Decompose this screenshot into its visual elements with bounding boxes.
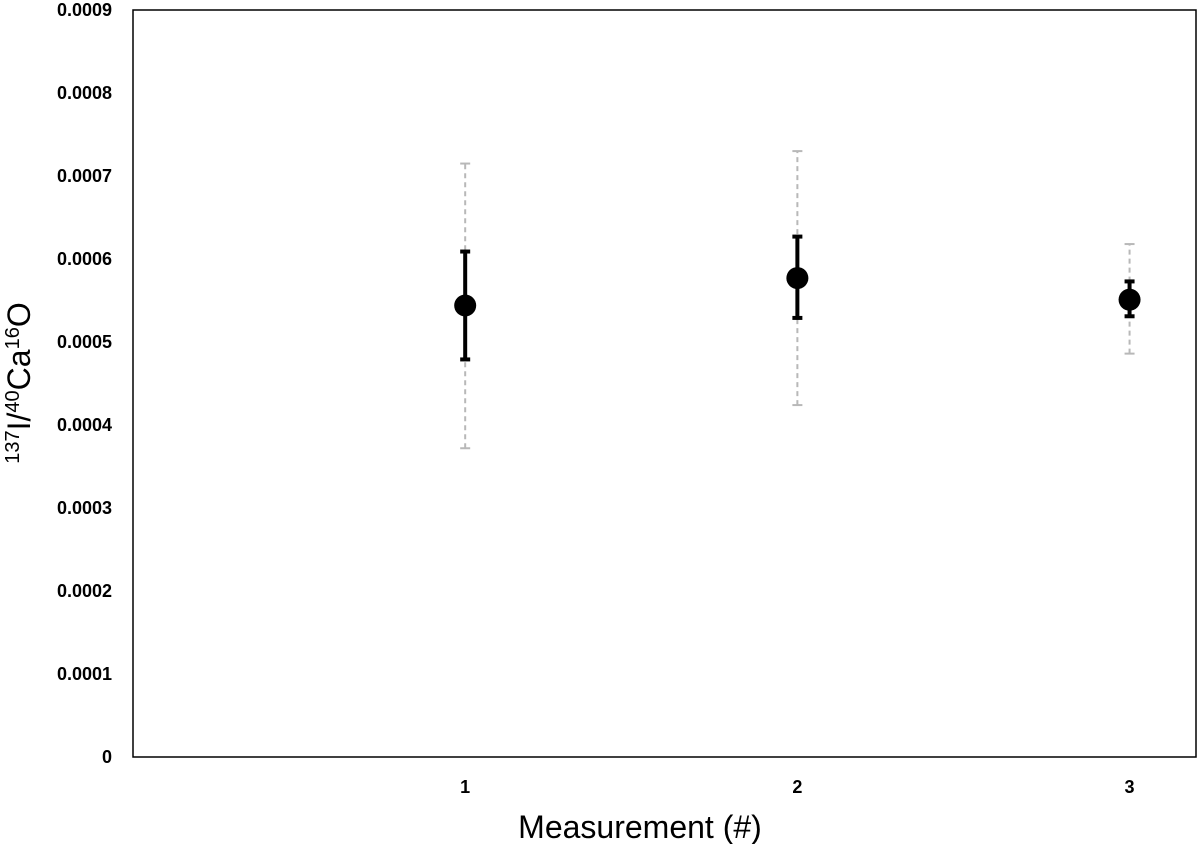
x-tick-label: 1 [460, 777, 470, 797]
y-tick-label: 0.0005 [57, 332, 112, 352]
y-tick-label: 0.0002 [57, 581, 112, 601]
outer-error-bar [460, 162, 471, 450]
y-tick-label: 0.0001 [57, 664, 112, 684]
x-axis-title: Measurement (#) [518, 809, 762, 844]
data-points [454, 267, 1141, 317]
y-axis-title: 137I/40Ca16O [1, 302, 37, 463]
y-tick-label: 0.0009 [57, 0, 112, 20]
data-point-marker [786, 267, 809, 290]
x-tick-label: 3 [1125, 777, 1135, 797]
y-tick-labels: 0 0.0001 0.0002 0.0003 0.0004 0.0005 0.0006 0.0… [57, 0, 112, 767]
x-tick-labels: 1 2 3 [460, 777, 1134, 797]
y-tick-label: 0.0004 [57, 415, 112, 435]
y-tick-label: 0 [102, 747, 112, 767]
y-tick-label: 0.0007 [57, 166, 112, 186]
y-tick-label: 0.0006 [57, 249, 112, 269]
data-point-marker [1118, 288, 1141, 311]
plot-frame [132, 9, 1197, 758]
y-tick-label: 0.0008 [57, 83, 112, 103]
x-tick-label: 2 [792, 777, 802, 797]
y-tick-label: 0.0003 [57, 498, 112, 518]
data-point-marker [454, 294, 477, 317]
